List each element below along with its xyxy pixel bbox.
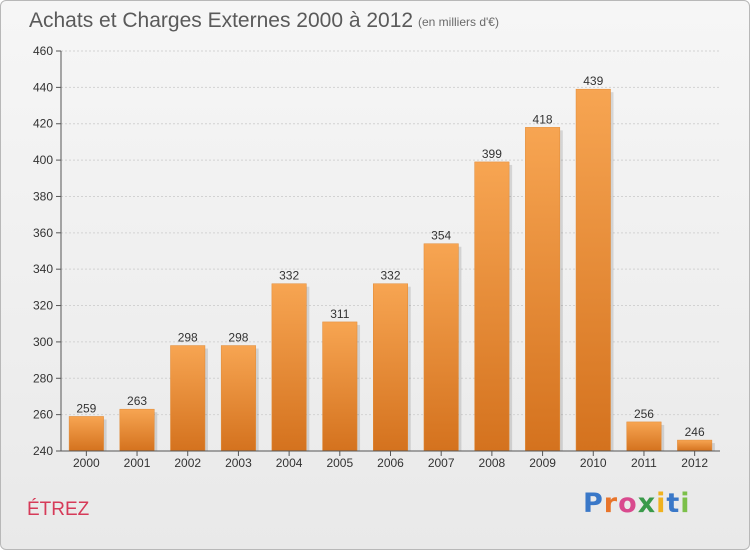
logo-letter: P <box>583 488 604 519</box>
x-tick-label: 2008 <box>479 456 506 470</box>
value-label: 418 <box>533 112 553 126</box>
y-tick-label: 400 <box>33 153 53 167</box>
axes: 240 260 280 300 320 340 360 380 400 420 440 460 2000… <box>33 44 720 470</box>
y-tick-label: 260 <box>33 408 53 422</box>
bar-2005 <box>322 321 358 452</box>
value-label: 439 <box>583 74 603 88</box>
value-label: 259 <box>76 401 96 415</box>
y-tick-label: 340 <box>33 262 53 276</box>
value-label: 298 <box>228 331 248 345</box>
y-tick-label: 380 <box>33 189 53 203</box>
x-tick-label: 2009 <box>529 456 556 470</box>
x-tick-label: 2002 <box>174 456 201 470</box>
chart-subtitle: (en milliers d'€) <box>418 15 499 29</box>
value-label: 354 <box>431 229 451 243</box>
logo-letter: i <box>680 488 691 519</box>
bar-2008 <box>474 161 510 452</box>
bar-2004 <box>271 283 307 452</box>
value-label: 263 <box>127 394 147 408</box>
location-label: ÉTREZ <box>27 499 90 520</box>
bar-2006 <box>373 283 408 452</box>
x-tick-label: 2003 <box>225 456 252 470</box>
x-tick-label: 2012 <box>681 456 708 470</box>
y-tick-label: 360 <box>33 226 53 240</box>
bar-2000 <box>68 416 104 452</box>
value-label: 298 <box>178 331 198 345</box>
chart-title: Achats et Charges Externes 2000 à 2012 <box>29 9 414 32</box>
x-tick-label: 2007 <box>428 456 455 470</box>
labels: 259 263 298 298 332 311 332 354 399 418 439 256 246 <box>76 74 705 439</box>
x-tick-label: 2006 <box>377 456 404 470</box>
bar-2009 <box>525 127 561 452</box>
proxiti-logo[interactable]: Proxiti <box>583 488 691 519</box>
bar-2001 <box>119 408 155 452</box>
x-tick-label: 2000 <box>73 456 100 470</box>
value-label: 332 <box>380 269 400 283</box>
logo-letter: t <box>666 488 681 519</box>
value-label: 256 <box>634 407 654 421</box>
y-tick-label: 240 <box>33 444 53 458</box>
y-tick-label: 420 <box>33 117 53 131</box>
x-tick-label: 2004 <box>276 456 303 470</box>
logo-letter: o <box>618 488 638 519</box>
bars <box>68 88 715 452</box>
value-label: 399 <box>482 147 502 161</box>
y-tick-label: 440 <box>33 80 53 94</box>
bar-2011 <box>626 421 662 452</box>
bar-2002 <box>170 345 206 452</box>
y-tick-label: 320 <box>33 299 53 313</box>
value-label: 246 <box>685 425 705 439</box>
bar-2012 <box>677 439 713 452</box>
x-tick-label: 2001 <box>124 456 151 470</box>
logo-letter: i <box>656 488 667 519</box>
logo-letter: x <box>637 488 657 519</box>
y-tick-label: 300 <box>33 335 53 349</box>
x-tick-label: 2005 <box>326 456 353 470</box>
value-label: 332 <box>279 269 299 283</box>
bar-2010 <box>575 88 611 452</box>
logo-letter: r <box>603 488 619 519</box>
x-tick-label: 2010 <box>580 456 607 470</box>
value-label: 311 <box>330 307 349 321</box>
bar-2003 <box>220 345 256 452</box>
bar-2007 <box>423 243 459 452</box>
y-tick-label: 280 <box>33 371 53 385</box>
y-tick-label: 460 <box>33 44 53 58</box>
x-tick-label: 2011 <box>631 456 657 470</box>
